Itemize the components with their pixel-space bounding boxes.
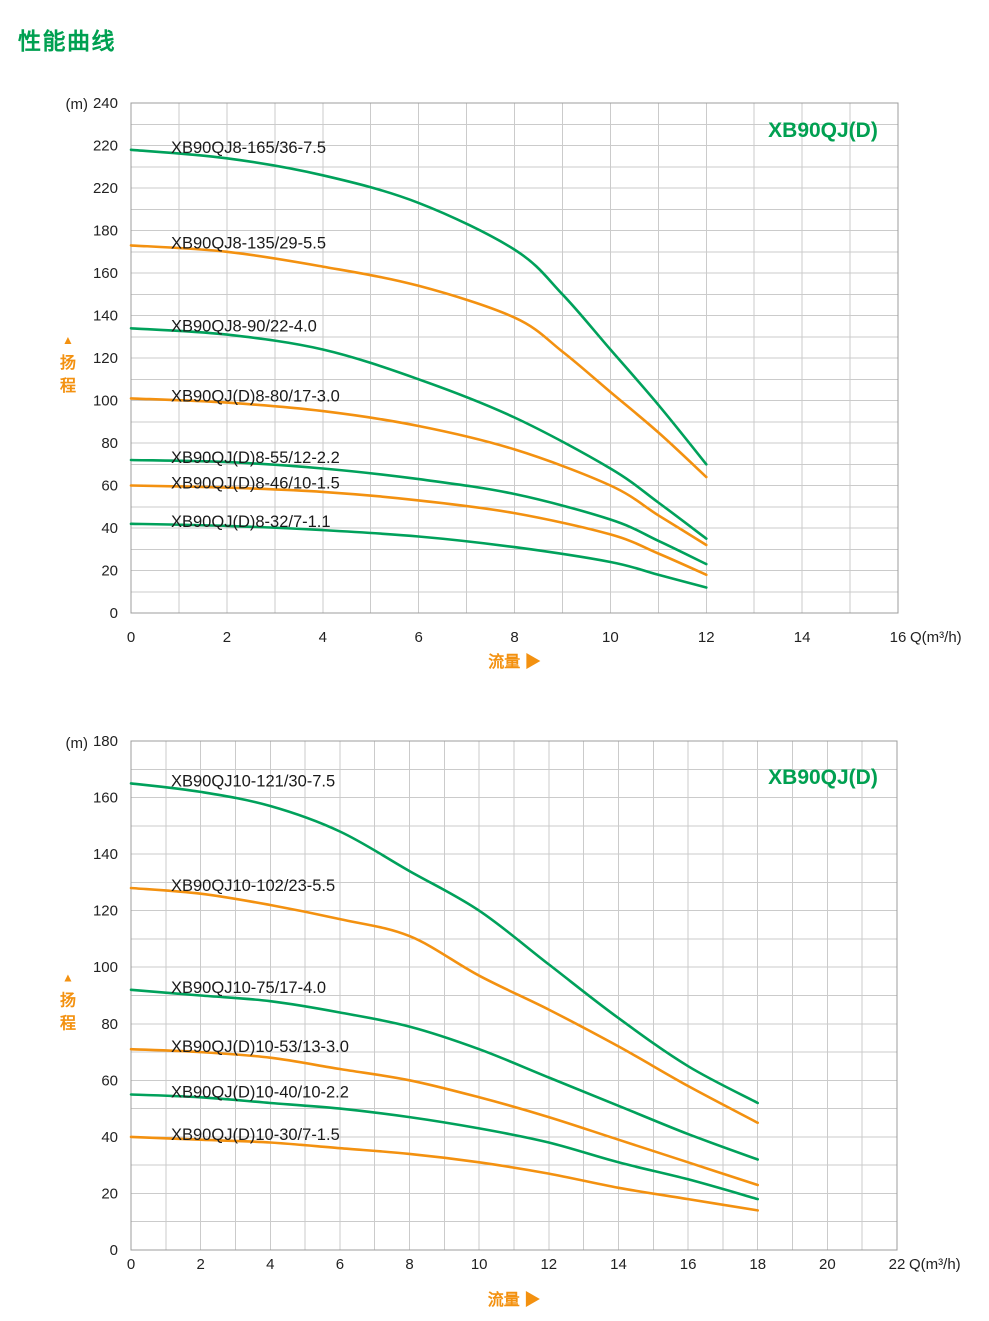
y-axis-caption-arrow-icon: ▲ — [62, 971, 74, 985]
y-tick-label: 220 — [93, 138, 118, 155]
curve-label: XB90QJ10-121/30-7.5 — [171, 772, 335, 790]
grid — [131, 103, 898, 613]
x-tick-label: 10 — [471, 1256, 488, 1273]
curve-XB90QJ8-90/22-4.0 — [129, 327, 708, 540]
curve-label: XB90QJ8-165/36-7.5 — [171, 139, 326, 157]
curve-label: XB90QJ(D)8-46/10-1.5 — [171, 475, 340, 493]
x-tick-label: 10 — [602, 629, 619, 646]
y-tick-label: 160 — [93, 790, 118, 807]
x-tick-label: 20 — [819, 1256, 836, 1273]
x-axis-unit-label: Q(m³/h) — [909, 1256, 961, 1273]
y-tick-label: 60 — [101, 478, 118, 495]
curve-label: XB90QJ(D)10-40/10-2.2 — [171, 1083, 349, 1101]
curve-label: XB90QJ10-75/17-4.0 — [171, 979, 326, 997]
y-axis-caption-char: 程 — [60, 1015, 76, 1033]
curve-XB90QJ8-135/29-5.5 — [129, 244, 708, 479]
x-tick-label: 14 — [794, 629, 811, 646]
y-axis-caption-char: 扬 — [60, 353, 76, 372]
y-tick-label: 120 — [93, 903, 118, 920]
curve-label: XB90QJ(D)8-32/7-1.1 — [171, 513, 331, 531]
y-tick-label: 0 — [110, 605, 118, 622]
y-axis-unit-label: (m) — [66, 735, 89, 752]
curve-label: XB90QJ10-102/23-5.5 — [171, 877, 335, 895]
x-tick-label: 0 — [127, 629, 135, 646]
y-tick-label: 220 — [93, 180, 118, 197]
x-tick-label: 6 — [336, 1256, 344, 1273]
curve-XB90QJ10-102/23-5.5 — [129, 886, 759, 1125]
y-tick-label: 180 — [93, 223, 118, 240]
y-tick-label: 40 — [101, 1129, 118, 1146]
x-tick-label: 8 — [510, 629, 518, 646]
x-axis-caption: 流量 ▶ — [488, 1290, 540, 1309]
curve-XB90QJ8-165/36-7.5 — [129, 148, 708, 466]
x-tick-label: 12 — [540, 1256, 557, 1273]
y-tick-label: 140 — [93, 308, 118, 325]
x-tick-label: 16 — [890, 629, 907, 646]
y-tick-label: 40 — [101, 520, 118, 537]
x-tick-label: 12 — [698, 629, 715, 646]
x-tick-label: 16 — [680, 1256, 697, 1273]
x-tick-label: 6 — [414, 629, 422, 646]
curve-XB90QJ(D)8-55/12-2.2 — [129, 458, 708, 566]
curve-XB90QJ(D)8-80/17-3.0 — [129, 397, 708, 547]
y-axis-caption-arrow-icon: ▲ — [62, 333, 74, 347]
curve-label: XB90QJ(D)8-80/17-3.0 — [171, 387, 340, 405]
pump-performance-chart-8-series: 240 220 220 180 160 140 120 100 80 60 40 20 0 (m) 0 2 4 6… — [60, 95, 962, 671]
y-axis-caption-char: 程 — [60, 377, 76, 395]
y-tick-label: 100 — [93, 959, 118, 976]
x-tick-label: 8 — [405, 1256, 413, 1273]
x-tick-label: 22 — [889, 1256, 906, 1273]
grid — [131, 741, 897, 1250]
y-tick-label: 0 — [110, 1242, 118, 1259]
y-tick-label: 140 — [93, 846, 118, 863]
curve-XB90QJ(D)8-46/10-1.5 — [129, 484, 708, 577]
x-tick-label: 18 — [749, 1256, 766, 1273]
curve-label: XB90QJ(D)8-55/12-2.2 — [171, 449, 340, 467]
y-tick-label: 60 — [101, 1072, 118, 1089]
curve-XB90QJ(D)10-30/7-1.5 — [129, 1135, 759, 1212]
curve-XB90QJ10-121/30-7.5 — [129, 782, 759, 1105]
y-tick-label: 20 — [101, 563, 118, 580]
y-tick-label: 80 — [101, 1016, 118, 1033]
curve-label: XB90QJ8-135/29-5.5 — [171, 234, 326, 252]
curve-label: XB90QJ(D)10-53/13-3.0 — [171, 1038, 349, 1056]
y-tick-label: 20 — [101, 1185, 118, 1202]
chart-model-badge: XB90QJ(D) — [768, 766, 878, 789]
curve-XB90QJ(D)10-53/13-3.0 — [129, 1047, 759, 1187]
y-axis-unit-label: (m) — [66, 96, 89, 113]
x-tick-label: 14 — [610, 1256, 627, 1273]
y-tick-label: 120 — [93, 350, 118, 367]
pump-performance-chart-10-series: 180 160 140 120 100 80 60 40 20 0 (m) 0 2 4 6 8 10 12 14 16… — [60, 733, 961, 1309]
curve-label: XB90QJ8-90/22-4.0 — [171, 317, 317, 335]
y-tick-label: 80 — [101, 435, 118, 452]
plot-border — [130, 740, 898, 1251]
y-tick-label: 160 — [93, 265, 118, 282]
y-tick-label: 180 — [93, 733, 118, 750]
x-tick-label: 4 — [319, 629, 327, 646]
x-tick-label: 0 — [127, 1256, 135, 1273]
x-tick-label: 2 — [196, 1256, 204, 1273]
curve-label: XB90QJ(D)10-30/7-1.5 — [171, 1126, 340, 1144]
x-axis-unit-label: Q(m³/h) — [910, 629, 962, 646]
curve-XB90QJ(D)10-40/10-2.2 — [129, 1093, 759, 1201]
x-tick-label: 2 — [223, 629, 231, 646]
y-tick-label: 100 — [93, 393, 118, 410]
curve-XB90QJ(D)8-32/7-1.1 — [129, 522, 708, 589]
x-axis-caption: 流量 ▶ — [488, 652, 540, 671]
y-axis-caption-char: 扬 — [60, 991, 76, 1010]
x-tick-label: 4 — [266, 1256, 274, 1273]
curve-XB90QJ10-75/17-4.0 — [129, 988, 759, 1161]
plot-border — [130, 102, 899, 614]
y-tick-label: 240 — [93, 95, 118, 112]
chart-model-badge: XB90QJ(D) — [768, 119, 878, 142]
page-title: 性能曲线 — [18, 28, 116, 54]
